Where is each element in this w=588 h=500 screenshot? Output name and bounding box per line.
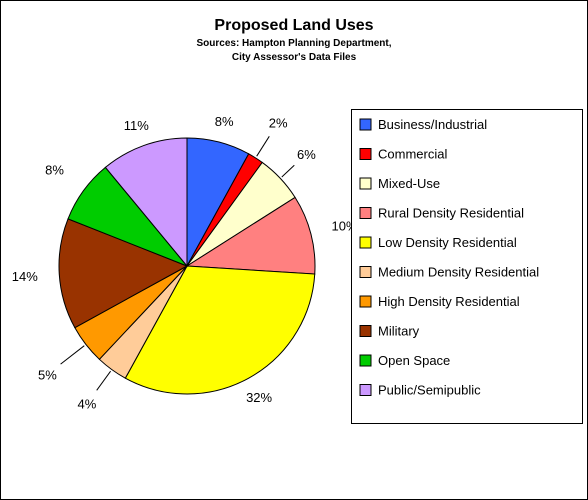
leader-line-commercial	[256, 136, 270, 157]
legend-swatch-open-space	[359, 354, 372, 367]
pie-label-low-density-residential: 32%	[246, 390, 272, 405]
legend-label-military: Military	[378, 324, 420, 339]
legend-label-commercial: Commercial	[378, 147, 447, 162]
pie-slice-rural-density-residential	[185, 196, 316, 275]
chart-title: Proposed Land Uses	[214, 17, 373, 34]
legend-label-public-semipublic: Public/Semipublic	[378, 383, 481, 398]
pie-slice-military	[58, 218, 189, 329]
legend-label-low-density-residential: Low Density Residential	[378, 235, 517, 250]
pie-slice-public-semipublic	[104, 137, 188, 268]
legend-swatch-low-density-residential	[359, 236, 372, 249]
leader-line-mixed-use	[281, 164, 295, 178]
legend-label-mixed-use: Mixed-Use	[378, 176, 440, 191]
leader-lines	[60, 136, 295, 391]
legend-swatch-high-density-residential	[359, 295, 372, 308]
legend-swatch-rural-density-residential	[359, 207, 372, 219]
pie-label-commercial: 2%	[269, 115, 288, 130]
legend-swatch-public-semipublic	[359, 384, 372, 396]
legend-label-open-space: Open Space	[378, 353, 450, 368]
pie-label-business-industrial: 8%	[215, 114, 234, 129]
pie-label-public-semipublic: 11%	[124, 118, 149, 133]
legend-swatch-military	[359, 325, 372, 337]
legend-items: Business/Industrial Commercial Mixed-Use Ru…	[359, 117, 539, 398]
legend-swatch-medium-density-residential	[359, 266, 372, 278]
pie-label-medium-density-residential: 4%	[78, 397, 97, 412]
legend-swatch-business-industrial	[359, 118, 372, 131]
pie-slice-low-density-residential	[124, 265, 316, 395]
pie-slices	[58, 137, 316, 395]
chart-subtitle-line-1: Sources: Hampton Planning Department,	[196, 38, 391, 49]
legend: Business/Industrial Commercial Mixed-Use Ru…	[351, 109, 583, 424]
legend-box	[351, 109, 583, 424]
pie-label-high-density-residential: 5%	[38, 367, 57, 382]
pie-label-military: 14%	[12, 269, 38, 284]
legend-label-rural-density-residential: Rural Density Residential	[378, 206, 524, 221]
legend-label-business-industrial: Business/Industrial	[378, 117, 487, 132]
legend-label-high-density-residential: High Density Residential	[378, 294, 520, 309]
legend-label-medium-density-residential: Medium Density Residential	[378, 265, 539, 280]
legend-swatch-commercial	[359, 148, 372, 160]
leader-line-medium-density-residential	[96, 370, 112, 391]
leader-line-high-density-residential	[60, 345, 85, 365]
pie-label-open-space: 8%	[45, 163, 64, 178]
legend-swatch-mixed-use	[359, 177, 372, 190]
pie-label-mixed-use: 6%	[297, 147, 316, 162]
chart-subtitle-line-2: City Assessor's Data Files	[232, 52, 357, 63]
